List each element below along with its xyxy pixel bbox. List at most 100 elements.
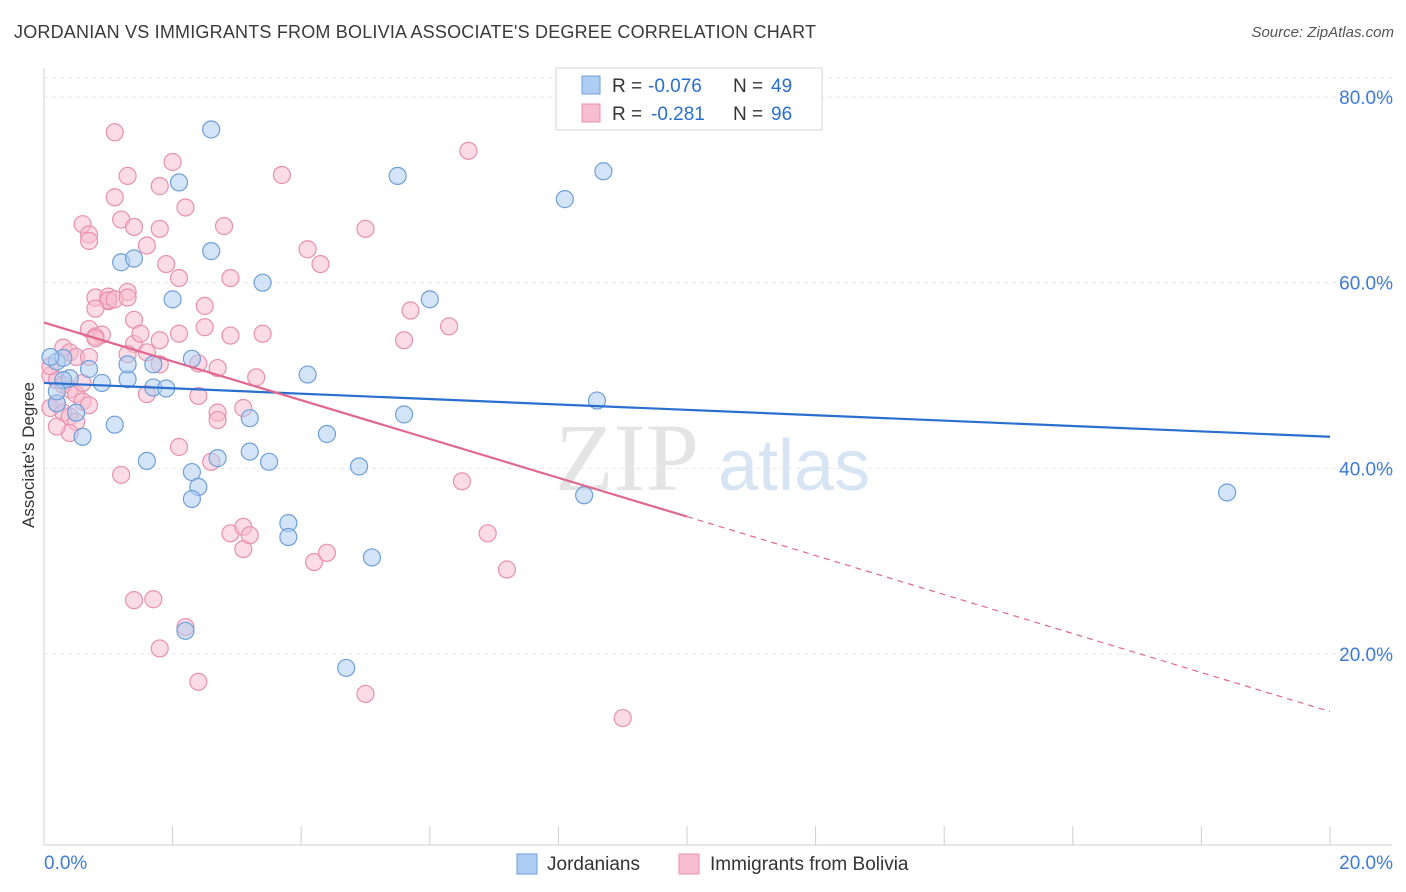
jordanians-point-15 — [92, 373, 111, 393]
jordanians-point-29 — [394, 405, 414, 424]
bolivia-point-41 — [221, 326, 240, 345]
series-bolivia-points — [41, 123, 632, 728]
bolivia-point-6 — [105, 188, 124, 207]
legend-r-value-2: -0.281 — [651, 104, 705, 125]
bolivia-point-69 — [189, 386, 208, 406]
y-axis-label: Associate's Degree — [19, 382, 38, 528]
bolivia-point-18 — [157, 255, 176, 274]
jordanians-point-46 — [337, 658, 356, 678]
jordanians-point-32 — [137, 451, 156, 471]
bolivia-point-75 — [169, 437, 189, 457]
bolivia-point-92 — [356, 684, 375, 704]
jordanians-point-36 — [259, 452, 279, 471]
axes — [43, 68, 1392, 846]
bolivia-point-85 — [478, 524, 497, 543]
legend-n-label-1: N = — [733, 76, 763, 97]
bolivia-point-17 — [311, 255, 330, 274]
bolivia-point-87 — [124, 591, 144, 610]
bolivia-point-82 — [240, 526, 259, 545]
y-tick-label-20: 20.0% — [1339, 645, 1393, 666]
bolivia-point-77 — [112, 465, 131, 484]
watermark-atlas: atlas — [718, 426, 870, 506]
gridlines — [44, 77, 1392, 655]
bolivia-point-1 — [459, 141, 478, 160]
jordanians-point-45 — [176, 621, 195, 640]
jordanians-point-34 — [208, 449, 227, 468]
legend-box: R = -0.076 N = 49 R = -0.281 N = 96 — [555, 67, 823, 131]
legend-blue-swatch — [581, 75, 601, 95]
bolivia-point-10 — [124, 217, 144, 237]
bolivia-point-29 — [195, 296, 214, 315]
bolivia-point-54 — [208, 358, 227, 378]
bolivia-point-38 — [150, 331, 169, 350]
y-tick-label-80: 80.0% — [1339, 88, 1393, 109]
jordanians-point-0 — [202, 120, 221, 139]
bottom-legend-blue-swatch — [516, 853, 538, 875]
bolivia-point-88 — [144, 590, 163, 609]
bolivia-point-40 — [195, 318, 214, 337]
jordanians-point-27 — [105, 415, 124, 434]
bolivia-point-39 — [169, 324, 189, 343]
jordanians-point-38 — [575, 486, 594, 505]
bottom-legend-jordanians: Jordanians — [547, 854, 640, 875]
bolivia-point-14 — [79, 231, 99, 250]
tick-labels: 20.0% 40.0% 60.0% 80.0% 0.0% 20.0% — [44, 88, 1393, 874]
jordanians-point-43 — [279, 527, 298, 547]
bolivia-point-16 — [298, 240, 317, 259]
chart-title: JORDANIAN VS IMMIGRANTS FROM BOLIVIA ASS… — [14, 22, 817, 42]
series-jordanians-points — [41, 120, 1237, 678]
legend-r-label-1: R = — [612, 76, 642, 97]
bolivia-point-7 — [176, 198, 195, 217]
jordanians-point-47 — [41, 347, 60, 367]
jordanians-point-1 — [169, 173, 189, 192]
jordanians-point-4 — [594, 162, 613, 181]
jordanians-point-10 — [420, 290, 439, 309]
x-tick-label-max: 20.0% — [1339, 853, 1393, 874]
jordanians-point-2 — [388, 166, 407, 186]
legend-pink-swatch — [581, 103, 601, 123]
jordanians-point-9 — [163, 290, 182, 309]
jordanians-point-44 — [362, 548, 382, 567]
bolivia-point-11 — [150, 219, 169, 238]
y-tick-label-40: 40.0% — [1339, 459, 1393, 480]
bolivia-point-83 — [304, 552, 324, 572]
jordanians-point-25 — [67, 403, 86, 422]
bolivia-point-91 — [189, 672, 208, 691]
jordanians-point-31 — [317, 424, 337, 444]
jordanians-point-28 — [240, 409, 259, 428]
jordanians-point-17 — [118, 355, 137, 374]
y-tick-label-60: 60.0% — [1339, 274, 1393, 295]
bottom-legend: Jordanians Immigrants from Bolivia — [516, 853, 909, 875]
bolivia-point-43 — [394, 331, 414, 350]
svg-text:R =: R = — [612, 76, 642, 97]
legend-n-value-2: 96 — [771, 104, 792, 125]
x-tick-label-min: 0.0% — [44, 853, 87, 874]
bolivia-point-3 — [118, 166, 137, 186]
bolivia-point-90 — [150, 639, 169, 658]
bolivia-point-44 — [439, 317, 459, 336]
legend-r-value-1: -0.076 — [648, 76, 702, 97]
bolivia-point-0 — [105, 123, 124, 142]
trend-line-bolivia — [43, 321, 688, 518]
jordanians-point-6 — [124, 249, 144, 268]
bolivia-point-78 — [452, 472, 472, 491]
bolivia-point-71 — [208, 410, 227, 430]
svg-text:R =: R = — [612, 104, 642, 125]
bolivia-point-84 — [317, 543, 337, 562]
legend-n-value-1: 49 — [771, 76, 792, 97]
jordanians-point-7 — [202, 242, 221, 261]
bolivia-point-4 — [150, 177, 169, 196]
jordanians-point-22 — [298, 365, 317, 384]
bottom-legend-pink-swatch — [678, 853, 700, 875]
jordanians-point-8 — [253, 273, 272, 292]
bolivia-point-93 — [613, 708, 632, 728]
trend-line-bolivia-extension — [686, 516, 1331, 713]
bolivia-point-5 — [272, 165, 292, 185]
jordanians-point-35 — [240, 442, 259, 461]
bolivia-point-12 — [214, 216, 234, 236]
legend-r-label-2: R = — [612, 104, 642, 125]
bolivia-point-42 — [253, 324, 272, 343]
bolivia-point-28 — [118, 288, 137, 307]
jordanians-point-48 — [47, 382, 66, 401]
